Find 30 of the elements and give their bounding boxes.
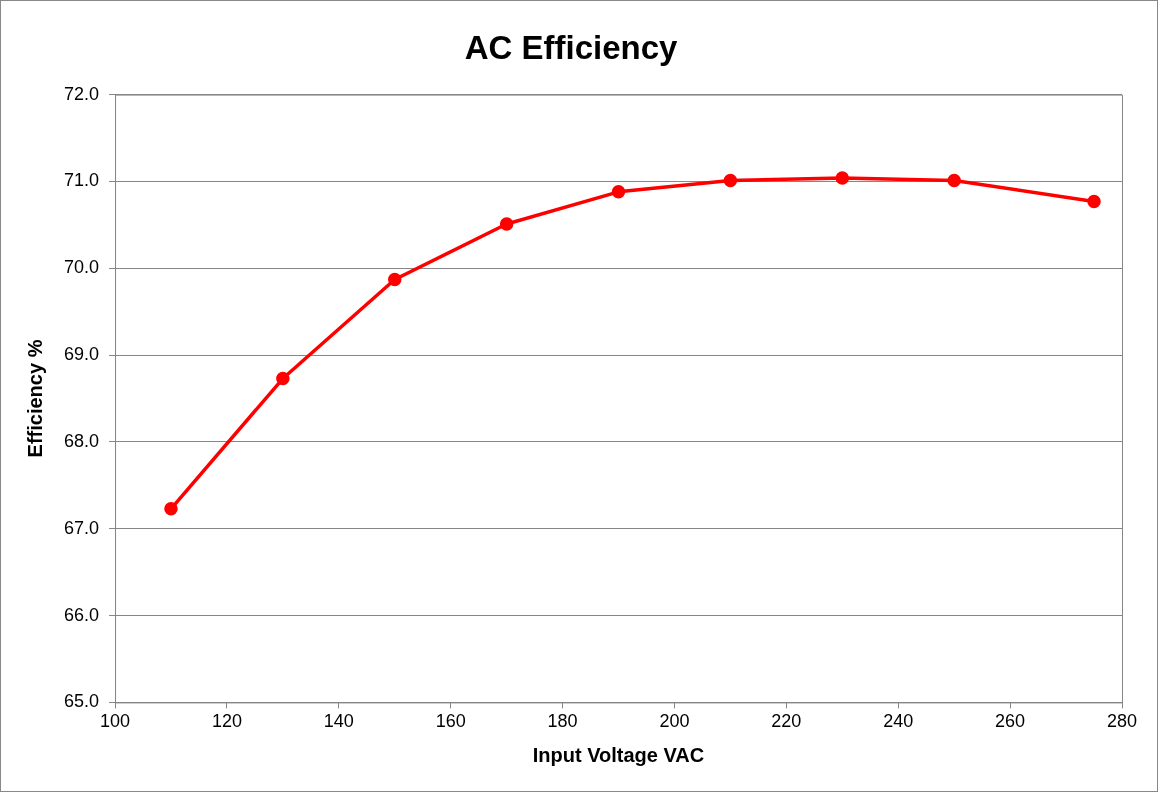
y-tick-label: 66.0 (63, 604, 100, 625)
y-axis-title: Efficiency % (23, 339, 46, 458)
y-tick-label: 70.0 (63, 257, 100, 278)
point (499, 217, 514, 231)
x-tick-label: 180 (547, 711, 578, 732)
x-tick-label: 100 (100, 711, 131, 732)
x-tick-label: 160 (435, 711, 466, 732)
x-tick-label: 240 (883, 711, 914, 732)
x-tick-label: 260 (995, 711, 1026, 732)
x-tick-label: 280 (1106, 711, 1138, 732)
x-axis-title: Input Voltage VAC (532, 743, 705, 766)
y-tick-label: 72.0 (63, 83, 100, 104)
y-tick-label: 65.0 (63, 691, 100, 712)
x-tick-label: 120 (211, 711, 242, 732)
point (835, 171, 850, 185)
y-tick-label: 71.0 (63, 170, 100, 191)
point (1087, 194, 1101, 209)
y-tick-label: 68.0 (63, 430, 100, 451)
point (164, 502, 178, 516)
y-tick-label: 69.0 (63, 344, 100, 365)
y-tick-label: 67.0 (63, 517, 100, 538)
x-tick-label: 200 (659, 711, 690, 732)
point (611, 185, 626, 199)
chart-title: AC Efficiency (464, 28, 679, 66)
point (723, 173, 738, 188)
x-tick-label: 140 (323, 711, 354, 732)
point (947, 173, 961, 188)
point (276, 371, 290, 386)
x-tick-label: 220 (771, 711, 802, 732)
point (388, 272, 402, 287)
